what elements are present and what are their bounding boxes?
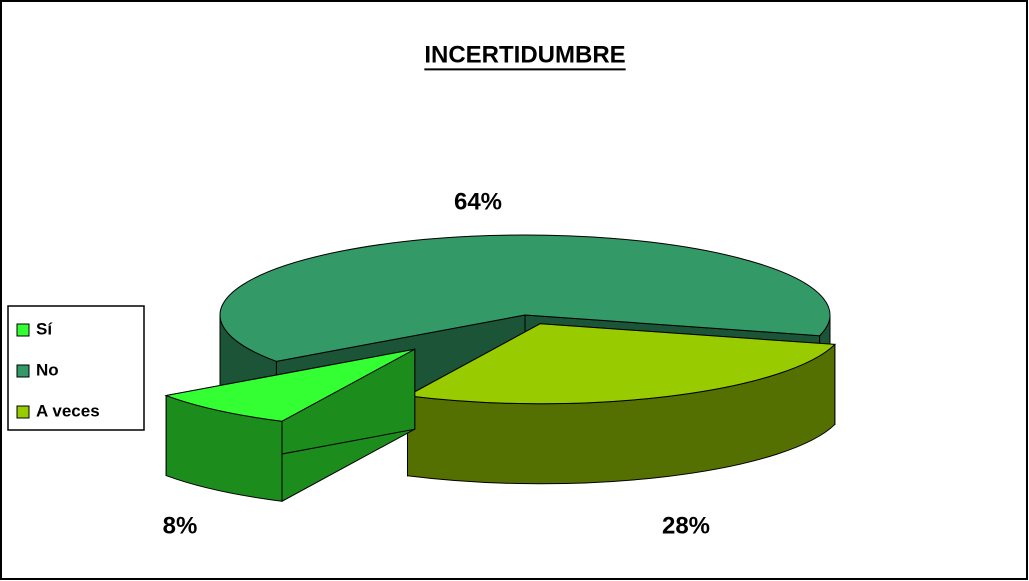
legend-label: Sí <box>36 319 53 338</box>
chart-title: INCERTIDUMBRE <box>424 41 625 68</box>
legend-label: A veces <box>36 401 100 420</box>
data-label: 8% <box>163 512 198 539</box>
data-label: 64% <box>454 188 502 215</box>
slice-top <box>219 234 831 362</box>
slice-top <box>164 348 415 422</box>
legend-swatch <box>16 323 30 337</box>
data-label: 28% <box>662 512 710 539</box>
pie-slice <box>405 322 836 485</box>
legend-label: No <box>36 360 59 379</box>
legend-swatch <box>16 405 30 419</box>
slice-top <box>405 323 836 405</box>
pie-slice <box>164 348 416 503</box>
legend-box <box>7 305 145 431</box>
legend-swatch <box>16 364 30 378</box>
